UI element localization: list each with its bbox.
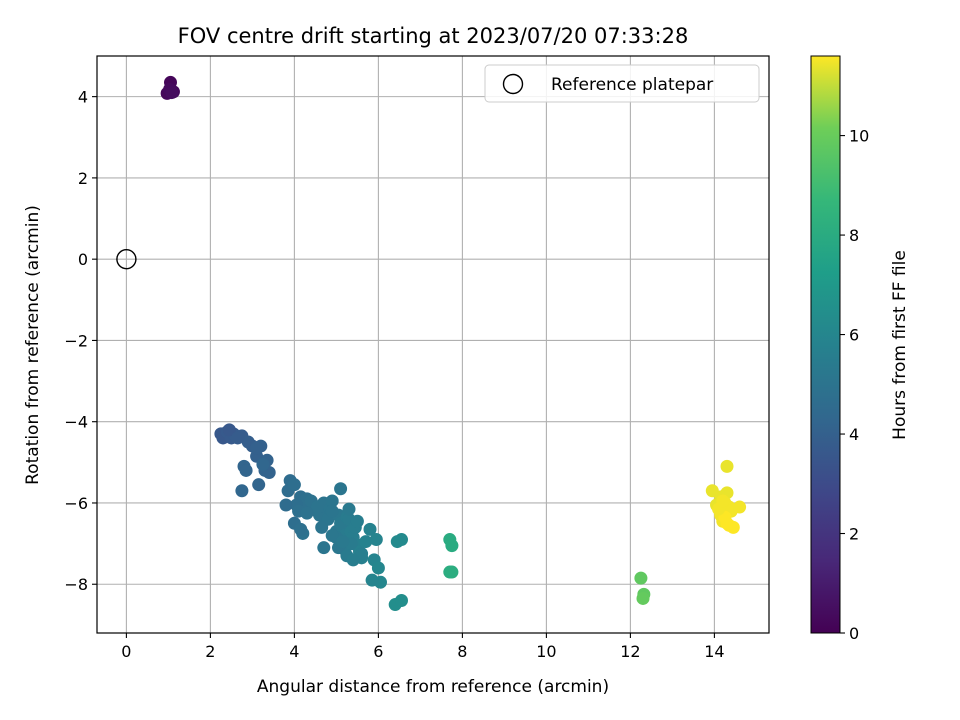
data-point [634, 571, 648, 585]
grid [97, 56, 769, 633]
y-tick-label: −2 [64, 331, 88, 350]
chart-title: FOV centre drift starting at 2023/07/20 … [178, 24, 689, 48]
data-point [445, 539, 459, 553]
data-point [231, 431, 245, 445]
x-tick-label: 6 [373, 642, 383, 661]
legend-box [484, 64, 760, 103]
data-point [726, 520, 740, 534]
data-points [160, 75, 747, 612]
reference-point [116, 248, 137, 270]
x-tick-label: 14 [704, 642, 724, 661]
data-point [365, 573, 379, 587]
colorbar-tick-label: 6 [849, 326, 859, 345]
x-tick-label: 10 [536, 642, 556, 661]
data-point [250, 441, 264, 455]
data-point [445, 565, 459, 579]
data-point [334, 482, 348, 496]
x-tick-label: 12 [620, 642, 640, 661]
colorbar-tick-label: 8 [849, 226, 859, 245]
data-point [336, 535, 350, 549]
plot-frame [96, 55, 770, 634]
legend-entry: Reference platepar [551, 75, 713, 95]
data-point [720, 459, 734, 473]
data-point [317, 541, 331, 555]
data-point [395, 533, 408, 547]
legend-marker [502, 73, 524, 95]
x-axis: 0 2 4 6 8 10 12 14 [121, 633, 725, 661]
colorbar: 0 2 4 6 8 10 Hours from first FF file [810, 55, 910, 643]
colorbar-tick-label: 0 [849, 624, 859, 643]
data-point [279, 498, 293, 512]
data-point [165, 86, 179, 100]
x-tick-label: 4 [289, 642, 299, 661]
data-point [315, 520, 329, 534]
data-point [235, 484, 249, 498]
colorbar-ticks: 0 2 4 6 8 10 [840, 127, 869, 643]
data-point [371, 561, 385, 575]
data-point [363, 522, 377, 536]
data-point [252, 478, 266, 492]
data-point [325, 504, 339, 518]
data-point [287, 478, 301, 492]
x-tick-label: 0 [121, 642, 131, 661]
data-point [325, 528, 339, 542]
data-point [342, 502, 356, 516]
data-point [222, 423, 236, 437]
data-point [239, 463, 253, 477]
y-tick-label: 2 [78, 169, 88, 188]
x-tick-label: 2 [205, 642, 215, 661]
data-point [636, 591, 650, 605]
colorbar-gradient [810, 55, 841, 634]
data-point [256, 457, 270, 471]
data-point [359, 535, 373, 549]
y-tick-label: −6 [64, 494, 88, 513]
colorbar-tick-label: 2 [849, 525, 859, 544]
data-point [733, 500, 747, 514]
colorbar-tick-label: 4 [849, 425, 859, 444]
data-point [716, 494, 730, 508]
y-tick-label: 4 [78, 88, 88, 107]
data-point [311, 500, 324, 514]
data-point [346, 553, 360, 567]
x-tick-label: 8 [457, 642, 467, 661]
x-axis-label: Angular distance from reference (arcmin) [257, 677, 609, 697]
legend: Reference platepar [484, 64, 760, 103]
y-tick-label: −4 [64, 413, 88, 432]
y-axis-label: Rotation from reference (arcmin) [23, 205, 43, 485]
data-point [395, 593, 408, 607]
data-point [325, 494, 339, 508]
colorbar-label: Hours from first FF file [890, 250, 910, 440]
data-point [350, 514, 364, 528]
data-point [369, 533, 383, 547]
data-point [294, 522, 308, 536]
y-tick-label: 0 [78, 250, 88, 269]
colorbar-tick-label: 10 [849, 127, 869, 146]
y-axis: −8 −6 −4 −2 0 2 4 [64, 88, 97, 594]
data-point [300, 506, 314, 520]
y-tick-label: −8 [64, 575, 88, 594]
